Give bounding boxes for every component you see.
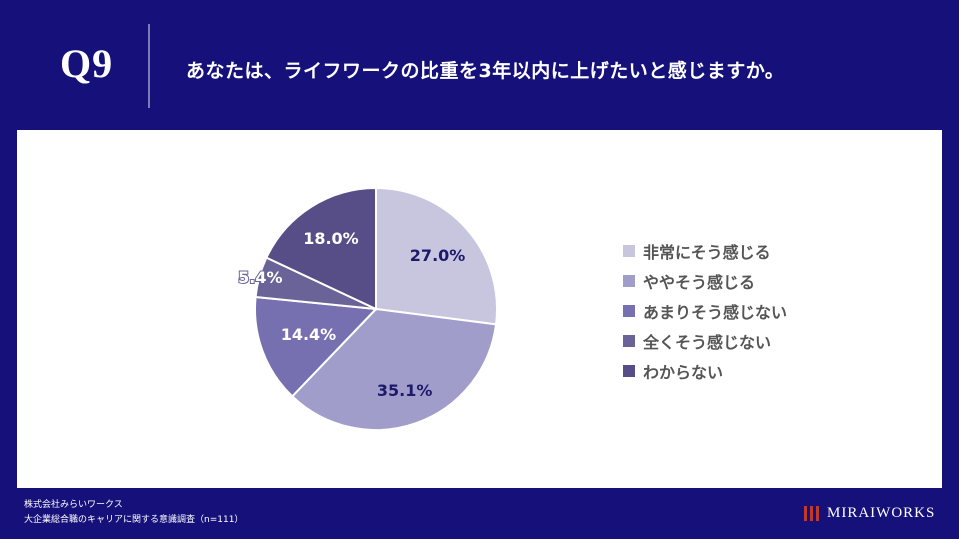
- legend-swatch: [623, 275, 635, 287]
- legend-item-somewhat: ややそう感じる: [623, 266, 787, 296]
- legend-label: 全くそう感じない: [643, 333, 772, 352]
- slice-label-very-much: 27.0%: [410, 246, 466, 265]
- question-title: あなたは、ライフワークの比重を3年以内に上げたいと感じますか。: [186, 60, 785, 82]
- pie-slice-dont-know: [265, 186, 377, 311]
- pie-slice-somewhat: [290, 307, 498, 431]
- chart-panel: 27.0% 35.1% 14.4% 5.4% 18.0% 非常にそう感じる ややそう感じ…: [17, 130, 942, 488]
- pie-slice-not-much: [254, 295, 379, 398]
- chart-legend: 非常にそう感じる ややそう感じる あまりそう感じない 全くそう感じない わからな…: [623, 236, 787, 386]
- footer-survey: 大企業総合職のキャリアに関する意識調査（n=111）: [24, 515, 244, 525]
- legend-item-not-at-all: 全くそう感じない: [623, 326, 787, 356]
- legend-label: あまりそう感じない: [643, 303, 788, 322]
- legend-swatch: [623, 365, 635, 377]
- logo-text: MIRAIWORKS: [827, 504, 936, 521]
- legend-swatch: [623, 305, 635, 317]
- question-number: Q9: [60, 41, 114, 86]
- pie-chart: 27.0% 35.1% 14.4% 5.4% 18.0%: [237, 186, 498, 431]
- legend-item-very-much: 非常にそう感じる: [623, 236, 787, 266]
- pie-slice-very-much: [375, 186, 498, 326]
- legend-item-dont-know: わからない: [623, 356, 787, 386]
- logo-mark-icon: [804, 506, 819, 521]
- footer-company: 株式会社みらいワークス: [24, 500, 123, 510]
- slice-label-somewhat: 35.1%: [377, 381, 433, 400]
- header-divider: [148, 24, 150, 108]
- legend-swatch: [623, 245, 635, 257]
- slice-label-dont-know: 18.0%: [303, 229, 359, 248]
- slice-label-not-at-all: 5.4%: [238, 268, 282, 287]
- legend-item-not-much: あまりそう感じない: [623, 296, 787, 326]
- legend-swatch: [623, 335, 635, 347]
- footer-note: 株式会社みらいワークス 大企業総合職のキャリアに関する意識調査（n=111）: [24, 498, 243, 528]
- legend-label: わからない: [643, 363, 724, 382]
- legend-label: ややそう感じる: [643, 273, 756, 292]
- brand-logo: MIRAIWORKS: [803, 504, 935, 522]
- legend-label: 非常にそう感じる: [643, 243, 771, 262]
- slice-label-not-much: 14.4%: [281, 325, 337, 344]
